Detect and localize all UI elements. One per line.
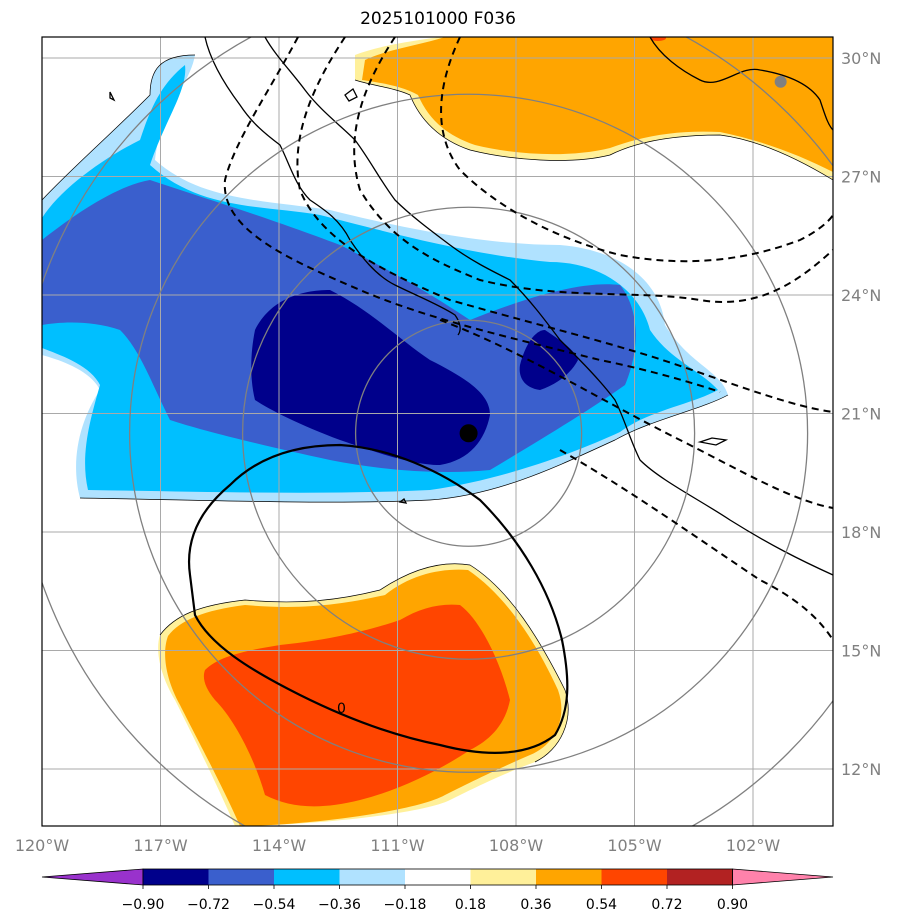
gulf-island-2 <box>344 88 358 102</box>
range-ring-3 <box>128 93 809 773</box>
map-frame <box>41 36 834 827</box>
lon-tick-label: 108°W <box>489 836 544 855</box>
colorbar-label: −0.72 <box>187 897 230 913</box>
positive-field <box>158 37 833 826</box>
lat-tick-label: 27°N <box>841 168 881 187</box>
southwest-islet <box>398 498 408 504</box>
city-marker <box>774 75 787 88</box>
lat-tick-label: 24°N <box>841 286 881 305</box>
colorbar-extend-low <box>41 868 144 886</box>
band-red-north-spot <box>650 37 666 41</box>
dashed-isolines <box>223 37 833 641</box>
colorbar-label: 0.36 <box>520 897 551 913</box>
mainland-coast <box>264 37 833 576</box>
colorbar-label: 0.90 <box>717 897 748 913</box>
colorbar-segment <box>601 869 667 885</box>
longitude-tick-labels: 120°W 117°W 114°W 111°W 108°W 105°W 102°W <box>15 836 781 855</box>
coastlines <box>109 37 833 576</box>
latitude-tick-labels: 30°N 27°N 24°N 21°N 18°N 15°N 12°N <box>841 49 881 779</box>
small-island <box>697 437 729 446</box>
baja-california <box>204 37 461 336</box>
colorbar-segment <box>667 869 733 885</box>
lon-tick-label: 120°W <box>15 836 70 855</box>
colorbar-frame <box>142 868 733 886</box>
colorbar-segment <box>274 869 340 885</box>
northeast-border <box>649 37 833 131</box>
colorbar: −0.90 −0.72 −0.54 −0.36 −0.18 0.18 0.36 0.54 0.7… <box>41 868 834 913</box>
lon-tick-label: 117°W <box>133 836 188 855</box>
colorbar-label: 0.18 <box>455 897 486 913</box>
contour-edges <box>42 54 833 763</box>
colorbar-extend-high <box>732 868 834 886</box>
lon-tick-label: 105°W <box>607 836 662 855</box>
colorbar-label: −0.54 <box>253 897 296 913</box>
range-rings <box>42 37 833 826</box>
lon-tick-label: 102°W <box>726 836 781 855</box>
colorbar-segment <box>143 869 209 885</box>
storm-center-marker <box>459 424 478 443</box>
band-navy-east <box>519 330 578 390</box>
contour-zero-label: 0 <box>337 701 346 717</box>
colorbar-label: −0.36 <box>318 897 361 913</box>
lat-tick-label: 12°N <box>841 760 881 779</box>
band-red-orange-south <box>203 604 511 807</box>
colorbar-segment <box>208 869 274 885</box>
colorbar-segment <box>470 869 536 885</box>
lat-tick-label: 21°N <box>841 405 881 424</box>
solid-contour-zero <box>188 443 569 754</box>
colorbar-segment <box>536 869 602 885</box>
chart-title: 2025101000 F036 <box>360 9 516 29</box>
colorbar-label: 0.72 <box>651 897 682 913</box>
colorbar-segment <box>339 869 405 885</box>
colorbar-label: −0.90 <box>122 897 165 913</box>
gulf-island-1 <box>109 91 116 102</box>
map-gridlines <box>42 37 833 826</box>
colorbar-segment <box>405 869 471 885</box>
lon-tick-label: 111°W <box>370 836 425 855</box>
band-orange-north <box>362 37 833 172</box>
range-ring-2 <box>241 206 696 660</box>
lat-tick-label: 30°N <box>841 49 881 68</box>
lat-tick-label: 15°N <box>841 642 881 661</box>
colorbar-label: −0.18 <box>384 897 427 913</box>
lat-tick-label: 18°N <box>841 523 881 542</box>
colorbar-label: 0.54 <box>586 897 617 913</box>
range-ring-1 <box>354 319 583 547</box>
lon-tick-label: 114°W <box>252 836 307 855</box>
